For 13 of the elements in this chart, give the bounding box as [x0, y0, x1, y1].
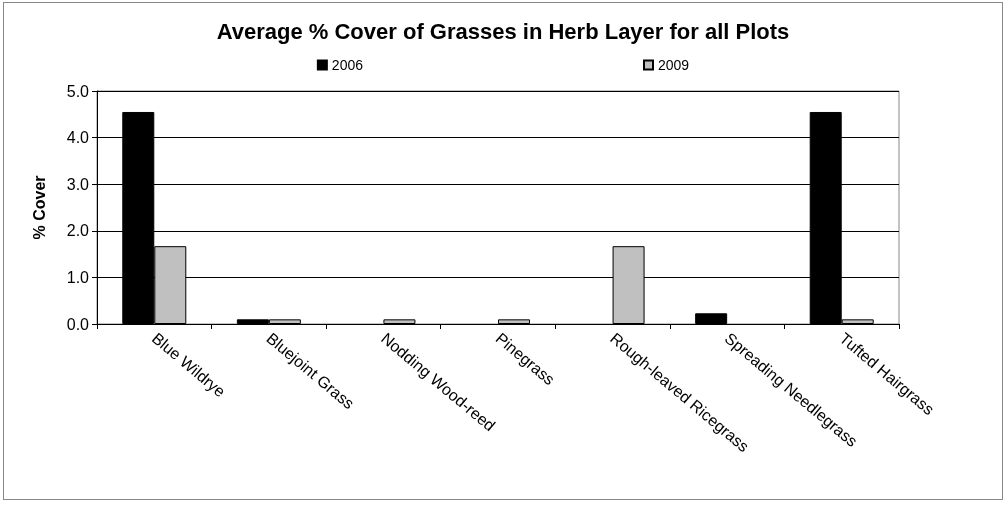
- y-tick-label: 1.0: [66, 268, 90, 286]
- bar: [498, 319, 530, 324]
- chart-title: Average % Cover of Grasses in Herb Layer for all Plots: [216, 18, 790, 44]
- y-tick-label: 2.0: [66, 222, 90, 240]
- legend-label: 2006: [331, 57, 364, 73]
- bar: [695, 313, 728, 324]
- y-tick-label: 5.0: [66, 82, 90, 100]
- y-tick-label: 4.0: [66, 129, 90, 147]
- bar: [383, 319, 416, 324]
- y-axis-title: % Cover: [30, 175, 48, 240]
- y-tick-label: 3.0: [66, 175, 90, 193]
- legend-label: 2009: [658, 57, 690, 73]
- y-tick-label: 0.0: [66, 315, 90, 333]
